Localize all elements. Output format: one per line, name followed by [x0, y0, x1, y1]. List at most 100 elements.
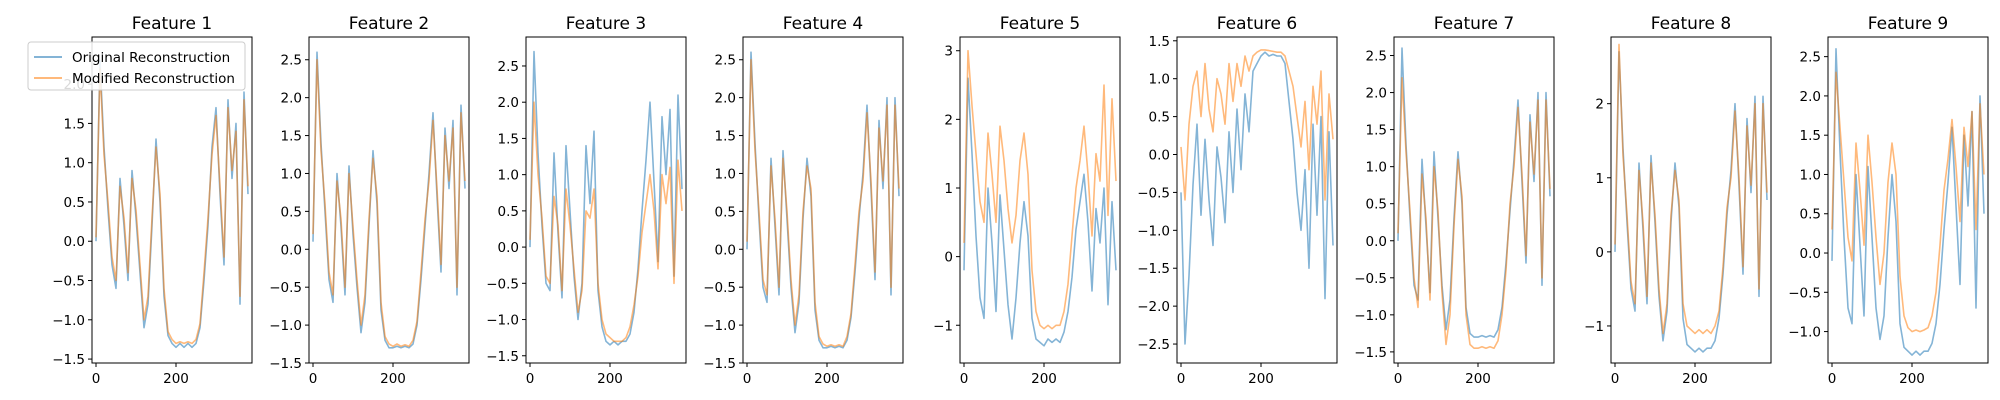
axes-frame	[1610, 36, 1772, 364]
y-tick-label: −0.5	[486, 276, 519, 292]
y-tick-label: 1.5	[1366, 123, 1387, 139]
x-tick-label: 0	[92, 371, 101, 387]
y-tick-label: 0.5	[498, 204, 519, 220]
axes-frame	[742, 36, 904, 364]
panel-title: Feature 8	[1651, 14, 1731, 34]
y-tick-label: 0.5	[1149, 110, 1170, 126]
x-tick-label: 0	[526, 371, 535, 387]
axes-frame	[1827, 36, 1989, 364]
x-tick-label: 200	[1682, 371, 1708, 387]
x-tick-label: 200	[380, 371, 406, 387]
y-tick-label: 1.5	[1800, 128, 1821, 144]
y-tick-label: −1.0	[486, 313, 519, 329]
y-tick-label: −1	[933, 318, 953, 334]
panel-5: Feature 5 −1 0 1 2 3 0 200	[933, 14, 1121, 387]
y-tick-label: −0.5	[703, 280, 736, 296]
y-tick-label: 1.5	[715, 129, 736, 145]
series-original-line	[1180, 51, 1334, 345]
series-modified-line	[95, 67, 249, 345]
panel-4: Feature 4 −1.5 −1.0 −0.5 0.0 0.5 1.0 1.5 2.0 2.5 0…	[703, 14, 904, 387]
panel-title: Feature 2	[349, 14, 429, 34]
panel-title: Feature 1	[132, 14, 212, 34]
series-modified-line	[1180, 49, 1334, 201]
axes-frame	[1393, 36, 1555, 364]
y-tick-label: 1.0	[498, 168, 519, 184]
panel-title: Feature 4	[783, 14, 863, 34]
y-tick-label: 1.5	[64, 116, 85, 132]
series-original-line	[963, 77, 1117, 347]
series-modified-line	[963, 49, 1117, 330]
y-tick-label: −1.5	[1137, 261, 1170, 277]
axes-frame	[308, 36, 470, 364]
y-tick-label: 1.0	[1800, 167, 1821, 183]
y-tick-label: 0.0	[715, 242, 736, 258]
panel-title: Feature 7	[1434, 14, 1514, 34]
y-tick-label: −0.5	[52, 274, 85, 290]
y-tick-label: 1.5	[1149, 34, 1170, 50]
x-tick-label: 200	[163, 371, 189, 387]
y-tick-label: −2.0	[1137, 299, 1170, 315]
panel-9: Feature 9 −1.0 −0.5 0.0 0.5 1.0 1.5 2.0 2.5 0 200	[1788, 14, 1989, 387]
y-tick-label: 2	[1595, 97, 1604, 113]
y-tick-label: 2.5	[281, 53, 302, 69]
x-tick-label: 200	[814, 371, 840, 387]
y-tick-label: 1	[1595, 171, 1604, 187]
y-tick-label: 0.5	[281, 204, 302, 220]
x-tick-label: 0	[1828, 371, 1837, 387]
y-tick-label: 0.0	[498, 240, 519, 256]
y-tick-label: 0.5	[1366, 197, 1387, 213]
y-tick-label: −2.5	[1137, 337, 1170, 353]
y-tick-label: 0.5	[1800, 207, 1821, 223]
y-tick-label: 1	[944, 181, 953, 197]
y-tick-label: 2.5	[715, 53, 736, 69]
y-tick-label: 2.5	[1366, 49, 1387, 65]
y-tick-label: 1.5	[498, 131, 519, 147]
y-tick-label: −0.5	[1137, 185, 1170, 201]
y-tick-label: 2.0	[1366, 86, 1387, 102]
panel-2: Feature 2 −1.5 −1.0 −0.5 0.0 0.5 1.0 1.5 2.0 2.5 0…	[269, 14, 470, 387]
y-tick-label: 0.0	[1366, 234, 1387, 250]
y-tick-label: 1.0	[1366, 160, 1387, 176]
axes-frame	[1176, 36, 1338, 364]
y-tick-label: 1.5	[281, 129, 302, 145]
x-tick-label: 200	[1031, 371, 1057, 387]
y-tick-label: −1.5	[703, 356, 736, 372]
x-tick-label: 0	[1611, 371, 1620, 387]
x-tick-label: 200	[597, 371, 623, 387]
y-tick-label: 0.5	[64, 195, 85, 211]
series-modified-line	[746, 58, 900, 348]
y-tick-label: 2.0	[281, 91, 302, 107]
y-tick-label: −1.5	[486, 349, 519, 365]
legend-label-modified: Modified Reconstruction	[72, 71, 235, 87]
y-tick-label: −1.0	[52, 313, 85, 329]
y-tick-label: 2.0	[498, 95, 519, 111]
panel-title: Feature 6	[1217, 14, 1297, 34]
y-tick-label: 1.0	[64, 156, 85, 172]
x-tick-label: 0	[1394, 371, 1403, 387]
y-tick-label: −1.5	[52, 352, 85, 368]
y-tick-label: 0	[944, 250, 953, 266]
y-tick-label: −0.5	[1788, 285, 1821, 301]
y-tick-label: −1	[1584, 319, 1604, 335]
y-tick-label: −1.0	[1137, 223, 1170, 239]
series-modified-line	[1614, 43, 1768, 335]
y-tick-label: 3	[944, 44, 953, 60]
axes-frame	[91, 36, 253, 364]
y-tick-label: −1.5	[269, 356, 302, 372]
panel-8: Feature 8 −1 0 1 2 0 200	[1584, 14, 1772, 387]
series-modified-line	[1397, 77, 1551, 350]
y-tick-label: −0.5	[269, 280, 302, 296]
x-tick-label: 0	[743, 371, 752, 387]
y-tick-label: −1.0	[1788, 325, 1821, 341]
series-modified-line	[312, 58, 466, 348]
y-tick-label: 2.5	[498, 59, 519, 75]
x-tick-label: 200	[1899, 371, 1925, 387]
panel-title: Feature 3	[566, 14, 646, 34]
y-tick-label: 1.0	[715, 166, 736, 182]
panel-1: Feature 1−1.5−1.0−0.50.00.51.01.52.00200	[52, 14, 253, 387]
axes-frame	[959, 36, 1121, 364]
y-tick-label: 2.0	[715, 91, 736, 107]
x-tick-label: 200	[1465, 371, 1491, 387]
series-original-line	[1831, 47, 1985, 356]
